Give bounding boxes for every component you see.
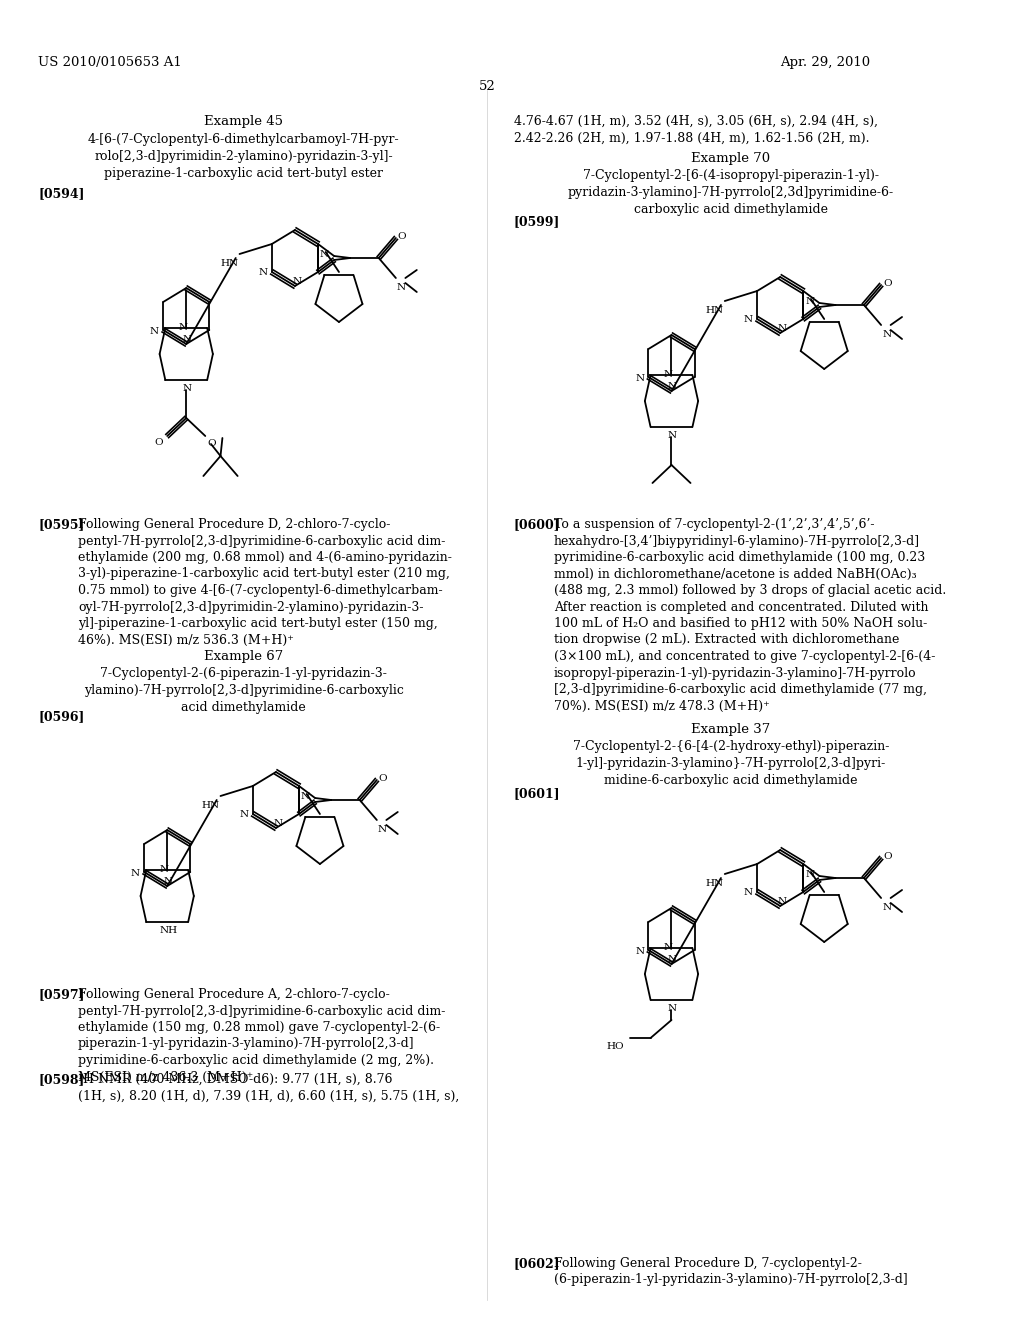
Text: Example 37: Example 37 xyxy=(691,723,770,737)
Text: 4.76-4.67 (1H, m), 3.52 (4H, s), 3.05 (6H, s), 2.94 (4H, s),
2.42-2.26 (2H, m), : 4.76-4.67 (1H, m), 3.52 (4H, s), 3.05 (6… xyxy=(514,115,878,144)
Text: O: O xyxy=(154,438,163,447)
Text: N: N xyxy=(178,323,187,333)
Text: N: N xyxy=(397,282,406,292)
Text: N: N xyxy=(301,792,310,801)
Text: Following General Procedure A, 2-chloro-7-cyclo-
pentyl-7H-pyrrolo[2,3-d]pyrimid: Following General Procedure A, 2-chloro-… xyxy=(78,987,445,1084)
Text: Following General Procedure D, 2-chloro-7-cyclo-
pentyl-7H-pyrrolo[2,3-d]pyrimid: Following General Procedure D, 2-chloro-… xyxy=(78,517,452,647)
Text: HN: HN xyxy=(202,801,219,810)
Text: N: N xyxy=(777,323,786,333)
Text: N: N xyxy=(131,869,140,878)
Text: [0598]: [0598] xyxy=(38,1073,84,1086)
Text: [0595]: [0595] xyxy=(38,517,84,531)
Text: N: N xyxy=(664,370,673,379)
Text: N: N xyxy=(743,315,753,323)
Text: HO: HO xyxy=(607,1041,625,1051)
Text: N: N xyxy=(668,432,677,440)
Text: N: N xyxy=(664,942,673,952)
Text: N: N xyxy=(635,946,644,956)
Text: [0596]: [0596] xyxy=(38,710,84,723)
Text: N: N xyxy=(882,903,891,912)
Text: N: N xyxy=(668,1005,677,1012)
Text: Apr. 29, 2010: Apr. 29, 2010 xyxy=(780,55,870,69)
Text: N: N xyxy=(882,330,891,339)
Text: To a suspension of 7-cyclopentyl-2-(1’,2’,3’,4’,5’,6’-
hexahydro-[3,4’]biypyridi: To a suspension of 7-cyclopentyl-2-(1’,2… xyxy=(554,517,946,713)
Text: [0599]: [0599] xyxy=(514,215,560,228)
Text: NH: NH xyxy=(160,927,178,935)
Text: HN: HN xyxy=(706,879,724,888)
Text: [0602]: [0602] xyxy=(514,1257,560,1270)
Text: Example 45: Example 45 xyxy=(204,115,283,128)
Text: N: N xyxy=(273,818,283,828)
Text: N: N xyxy=(259,268,267,277)
Text: 7-Cyclopentyl-2-[6-(4-isopropyl-piperazin-1-yl)-
pyridazin-3-ylamino]-7H-pyrrolo: 7-Cyclopentyl-2-[6-(4-isopropyl-piperazi… xyxy=(567,169,894,216)
Text: Example 67: Example 67 xyxy=(204,649,284,663)
Text: O: O xyxy=(207,440,216,447)
Text: [0600]: [0600] xyxy=(514,517,560,531)
Text: N: N xyxy=(150,327,159,337)
Text: 7-Cyclopentyl-2-{6-[4-(2-hydroxy-ethyl)-piperazin-
1-yl]-pyridazin-3-ylamino}-7H: 7-Cyclopentyl-2-{6-[4-(2-hydroxy-ethyl)-… xyxy=(572,741,889,787)
Text: N: N xyxy=(805,297,814,306)
Text: 52: 52 xyxy=(479,81,496,92)
Text: N: N xyxy=(164,876,172,886)
Text: Example 70: Example 70 xyxy=(691,152,770,165)
Text: N: N xyxy=(668,954,677,964)
Text: [0601]: [0601] xyxy=(514,787,560,800)
Text: N: N xyxy=(635,374,644,383)
Text: N: N xyxy=(319,249,329,259)
Text: Following General Procedure D, 7-cyclopentyl-2-
(6-piperazin-1-yl-pyridazin-3-yl: Following General Procedure D, 7-cyclope… xyxy=(554,1257,907,1287)
Text: [0594]: [0594] xyxy=(38,187,85,201)
Text: [0597]: [0597] xyxy=(38,987,85,1001)
Text: N: N xyxy=(182,335,191,345)
Text: US 2010/0105653 A1: US 2010/0105653 A1 xyxy=(38,55,182,69)
Text: O: O xyxy=(379,774,387,783)
Text: ¹H NMR (400 MHz, DMSO-d6): 9.77 (1H, s), 8.76
(1H, s), 8.20 (1H, d), 7.39 (1H, d: ¹H NMR (400 MHz, DMSO-d6): 9.77 (1H, s),… xyxy=(78,1073,460,1102)
Text: N: N xyxy=(240,810,249,818)
Text: O: O xyxy=(883,851,892,861)
Text: N: N xyxy=(743,888,753,898)
Text: N: N xyxy=(668,381,677,391)
Text: N: N xyxy=(777,898,786,906)
Text: N: N xyxy=(182,384,191,393)
Text: O: O xyxy=(397,232,407,242)
Text: 4-[6-(7-Cyclopentyl-6-dimethylcarbamoyl-7H-pyr-
rolo[2,3-d]pyrimidin-2-ylamino)-: 4-[6-(7-Cyclopentyl-6-dimethylcarbamoyl-… xyxy=(88,133,399,180)
Text: O: O xyxy=(883,279,892,288)
Text: N: N xyxy=(160,865,169,874)
Text: HN: HN xyxy=(220,259,239,268)
Text: 7-Cyclopentyl-2-(6-piperazin-1-yl-pyridazin-3-
ylamino)-7H-pyrrolo[2,3-d]pyrimid: 7-Cyclopentyl-2-(6-piperazin-1-yl-pyrida… xyxy=(84,667,403,714)
Text: N: N xyxy=(378,825,387,834)
Text: N: N xyxy=(292,277,301,286)
Text: N: N xyxy=(805,870,814,879)
Text: HN: HN xyxy=(706,306,724,315)
